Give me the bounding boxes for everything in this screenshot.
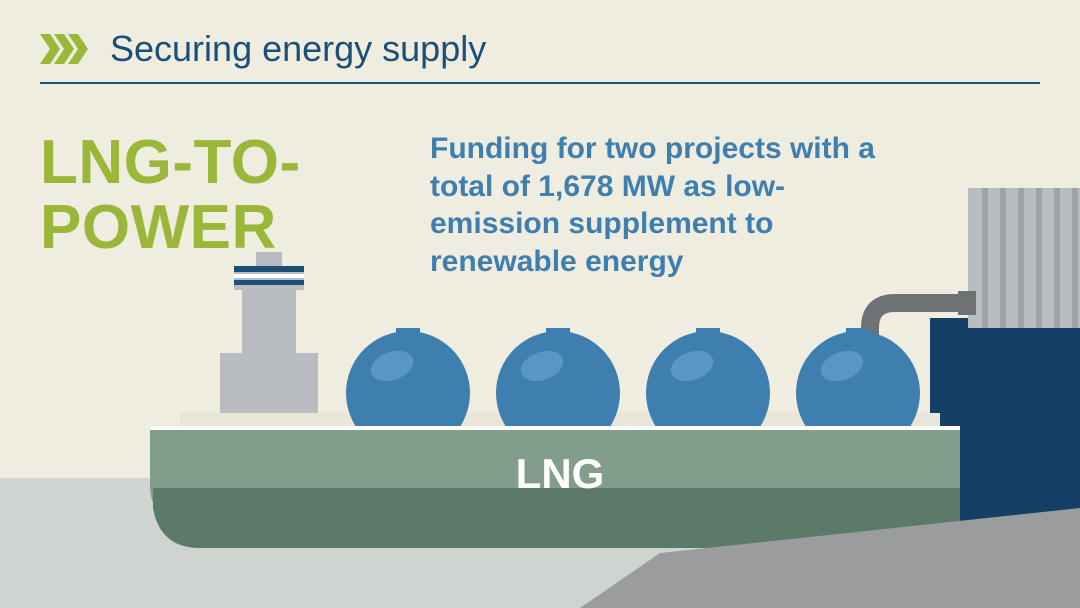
headline-line1: LNG-TO-	[40, 130, 301, 195]
ship-bridge	[220, 252, 318, 423]
ship-label: LNG	[516, 450, 605, 497]
header-title: Securing energy supply	[110, 28, 486, 70]
ship-hull: LNG	[150, 426, 960, 548]
header: Securing energy supply	[40, 28, 1040, 84]
illustration: LNG	[0, 188, 1080, 608]
infographic-canvas: Securing energy supply LNG-TO- POWER Fun…	[0, 0, 1080, 608]
storage-tank	[968, 188, 1080, 328]
chevron-icon	[40, 34, 98, 64]
